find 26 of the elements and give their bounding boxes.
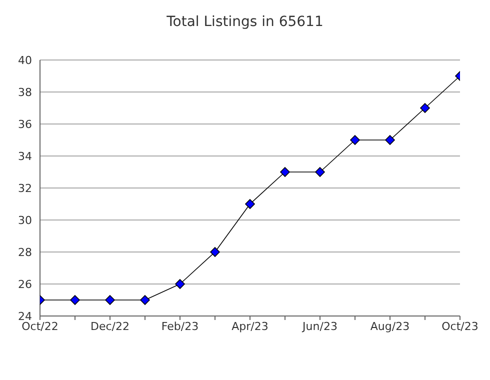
point bbox=[70, 295, 80, 305]
y-tick-label: 32 bbox=[18, 182, 32, 195]
y-tick-label: 30 bbox=[18, 214, 32, 227]
y-tick-label: 36 bbox=[18, 118, 32, 131]
y-tick-label: 26 bbox=[18, 278, 32, 291]
y-tick-label: 34 bbox=[18, 150, 32, 163]
point bbox=[385, 135, 395, 145]
y-tick-label: 28 bbox=[18, 246, 32, 259]
point bbox=[245, 199, 255, 209]
point bbox=[350, 135, 360, 145]
x-tick-label: Aug/23 bbox=[370, 320, 410, 333]
x-tick-label: Apr/23 bbox=[232, 320, 268, 333]
point bbox=[140, 295, 150, 305]
x-tick-label: Dec/22 bbox=[90, 320, 130, 333]
y-tick-label: 38 bbox=[18, 86, 32, 99]
x-tick-label: Oct/23 bbox=[442, 320, 478, 333]
y-tick-label: 40 bbox=[18, 54, 32, 67]
point bbox=[210, 247, 220, 257]
point bbox=[175, 279, 185, 289]
x-tick-label: Jun/23 bbox=[302, 320, 338, 333]
chart-title: Total Listings in 65611 bbox=[166, 14, 324, 30]
point bbox=[315, 167, 325, 177]
point bbox=[280, 167, 290, 177]
x-tick-label: Feb/23 bbox=[161, 320, 199, 333]
point bbox=[105, 295, 115, 305]
point bbox=[420, 103, 430, 113]
